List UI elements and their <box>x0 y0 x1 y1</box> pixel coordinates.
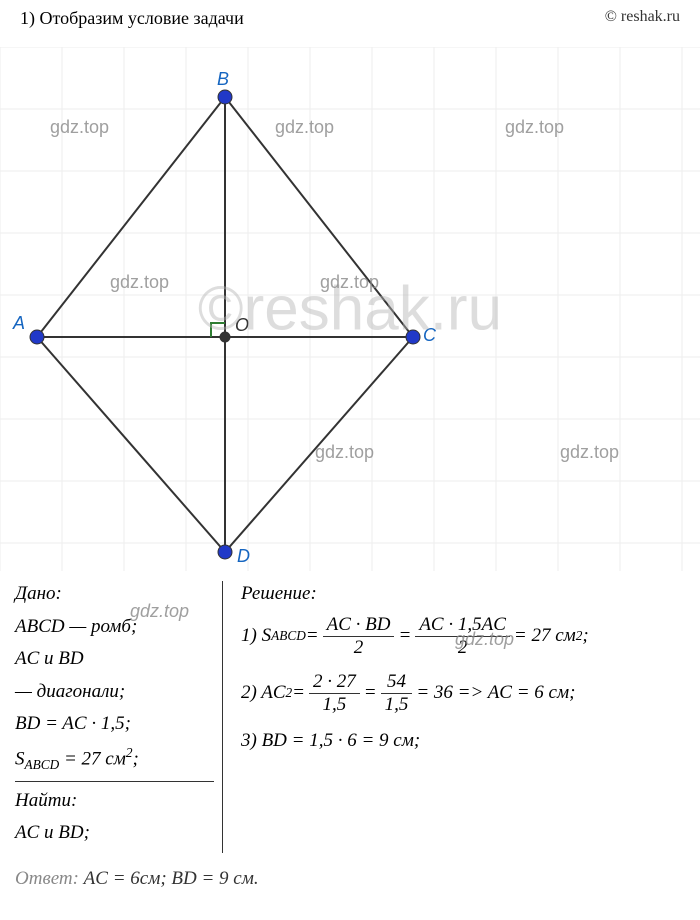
watermark: gdz.top <box>560 442 619 463</box>
watermark: gdz.top <box>505 117 564 138</box>
answer-text: AC = 6см; BD = 9 см. <box>84 868 259 889</box>
vertex-label-b: B <box>217 69 229 90</box>
step-3: 3) BD = 1,5 · 6 = 9 см; <box>241 728 685 755</box>
given-column: Дано: ABCD — ромб; AC и BD — диагонали; … <box>15 581 223 853</box>
answer-line: Ответ: AC = 6см; BD = 9 см. <box>0 853 700 890</box>
problem-title: 1) Отобразим условие задачи <box>20 8 244 29</box>
watermark: gdz.top <box>320 272 379 293</box>
given-line: AC и BD <box>15 646 214 673</box>
watermark: gdz.top <box>130 601 189 622</box>
rhombus-diagram: ©reshak.ru ABCDO gdz.topgdz.topgdz.topgd… <box>0 47 700 571</box>
given-line: SABCD = 27 см2; <box>15 744 214 775</box>
watermark: gdz.top <box>275 117 334 138</box>
header: 1) Отобразим условие задачи © reshak.ru <box>0 0 700 37</box>
divider <box>15 781 214 782</box>
solution-area: Дано: ABCD — ромб; AC и BD — диагонали; … <box>0 571 700 853</box>
watermark: gdz.top <box>315 442 374 463</box>
given-line: BD = AC · 1,5; <box>15 711 214 738</box>
solution-title: Решение: <box>241 581 685 608</box>
vertex-label-a: A <box>13 313 25 334</box>
find-title: Найти: <box>15 788 214 815</box>
answer-label: Ответ: <box>15 868 79 889</box>
vertex-label-d: D <box>237 546 250 567</box>
step-2: 2) AC2 = 2 · 271,5 = 541,5 = 36 => AC = … <box>241 671 685 716</box>
copyright: © reshak.ru <box>605 8 680 29</box>
watermark: gdz.top <box>110 272 169 293</box>
solution-column: Решение: 1) SABCD = AC · BD2 = AC · 1,5A… <box>223 581 685 853</box>
given-line: — диагонали; <box>15 679 214 706</box>
watermark: gdz.top <box>50 117 109 138</box>
watermark: gdz.top <box>455 629 514 650</box>
find-line: AC и BD; <box>15 820 214 847</box>
